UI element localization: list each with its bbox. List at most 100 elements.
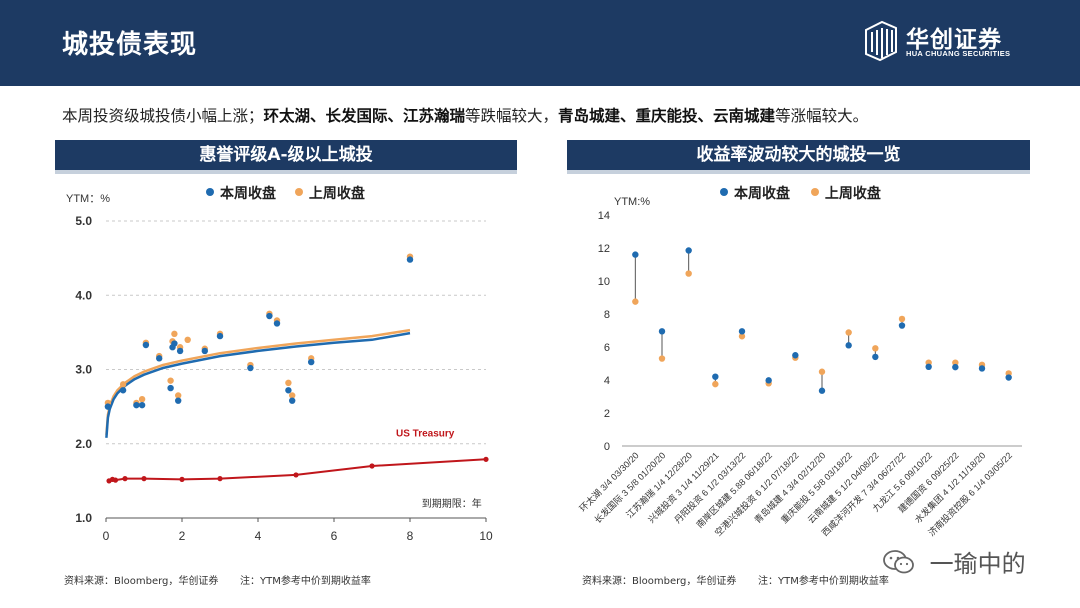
right-note: 注：YTM参考中价到期收益率 xyxy=(758,576,889,587)
data-point-this-week xyxy=(406,256,414,263)
data-point-last-week xyxy=(216,330,224,338)
x-tick-label: 江苏瀚瑞 1/4 12/28/20 xyxy=(624,450,694,520)
title-accent-bar xyxy=(55,170,517,174)
watermark-text: 一瑜中的 xyxy=(929,550,1026,578)
left-y-axis-label: YTM：% xyxy=(66,193,110,205)
y-tick-label: 0 xyxy=(604,441,610,453)
x-tick-label: 2 xyxy=(179,529,186,543)
x-tick-label: 西咸沣河开发 7 3/4 06/27/22 xyxy=(819,450,907,538)
x-axis-label: 到期期限：年 xyxy=(422,497,482,510)
data-point-this-week xyxy=(266,312,273,320)
logo-name: 华创证券 xyxy=(906,27,1002,53)
data-point-this-week xyxy=(925,363,932,370)
data-point-this-week xyxy=(169,344,176,351)
legend-item-last-week: 上周收盘 xyxy=(294,186,365,202)
us-treasury-label: US Treasury xyxy=(396,428,455,439)
logo-cube-icon xyxy=(865,20,897,62)
left-panel-title: 惠誉评级A-级以上城投 xyxy=(55,140,517,174)
data-point-last-week xyxy=(872,345,879,352)
data-point-last-week xyxy=(138,396,146,403)
data-point-last-week xyxy=(925,359,932,366)
data-point-last-week xyxy=(285,379,292,387)
data-point-this-week xyxy=(632,251,639,258)
data-point-last-week xyxy=(685,270,692,277)
data-point-last-week xyxy=(818,368,826,375)
data-point-this-week xyxy=(273,320,281,327)
x-tick-label: 水发集团 4 1/2 11/18/20 xyxy=(912,450,987,525)
y-tick-label: 8 xyxy=(604,309,610,321)
us-treasury-point xyxy=(112,477,119,483)
data-point-last-week xyxy=(289,392,296,399)
summary-part: 本周投资级城投债小幅上涨； xyxy=(62,107,264,125)
data-point-last-week xyxy=(142,339,150,346)
data-point-last-week xyxy=(632,298,639,305)
data-point-last-week xyxy=(184,336,191,343)
x-tick-label: 丹阳投资 6 1/2 03/13/22 xyxy=(672,450,748,526)
legend-dot-this-week xyxy=(206,188,214,196)
right-y-axis-label: YTM:% xyxy=(614,196,651,208)
data-point-this-week xyxy=(289,397,296,404)
data-point-last-week xyxy=(308,355,315,362)
legend-dot-last-week xyxy=(294,188,303,196)
data-point-this-week xyxy=(658,328,666,335)
summary-part-bold: 青岛城建、重庆能投、云南城建 xyxy=(558,107,776,125)
y-tick-label: 4.0 xyxy=(75,288,92,302)
data-point-last-week xyxy=(266,310,273,318)
y-tick-label: 5.0 xyxy=(75,214,92,228)
legend-label: 本周收盘 xyxy=(734,186,790,202)
data-point-this-week xyxy=(308,358,315,366)
data-point-this-week xyxy=(247,364,254,372)
legend-label: 上周收盘 xyxy=(308,186,365,202)
data-point-last-week xyxy=(273,317,281,324)
left-source: 资料来源：Bloomberg，华创证券 xyxy=(64,576,219,587)
us-treasury-point xyxy=(109,476,116,482)
data-point-last-week xyxy=(845,329,852,336)
y-tick-label: 4 xyxy=(604,375,610,387)
data-point-this-week xyxy=(792,352,799,359)
data-point-last-week xyxy=(175,392,182,399)
x-tick-label: 济南投资控股 6 1/4 03/05/22 xyxy=(926,450,1014,538)
legend-label: 本周收盘 xyxy=(220,186,276,202)
data-point-this-week xyxy=(167,384,174,392)
summary-part: 等跌幅较大， xyxy=(465,107,559,125)
right-panel-title: 收益率波动较大的城投一览 xyxy=(567,140,1030,174)
x-tick-label: 九龙江 5.6 09/10/22 xyxy=(870,450,934,514)
y-tick-label: 14 xyxy=(598,210,610,222)
us-treasury-point xyxy=(217,476,223,482)
data-point-this-week xyxy=(201,347,208,355)
y-tick-label: 2 xyxy=(604,408,610,420)
data-point-last-week xyxy=(898,315,906,323)
fit-curve-last-week xyxy=(105,328,411,435)
left-note: 注：YTM参考中价到期收益率 xyxy=(240,576,371,587)
data-point-this-week xyxy=(142,341,150,349)
data-point-this-week xyxy=(1005,374,1012,381)
x-tick-label: 4 xyxy=(255,529,262,543)
x-tick-label: 8 xyxy=(407,529,414,543)
us-treasury-point xyxy=(122,476,128,482)
data-point-last-week xyxy=(201,345,208,352)
data-point-this-week xyxy=(952,363,959,371)
us-treasury-line xyxy=(108,458,487,482)
x-tick-label: 环太湖 3/4 03/30/20 xyxy=(577,450,641,514)
data-point-last-week xyxy=(1005,370,1012,377)
left-panel-title-text: 惠誉评级A-级以上城投 xyxy=(199,145,373,165)
x-tick-label: 兴城投资 3 1/4 11/29/21 xyxy=(646,450,721,525)
legend-item-last-week: 上周收盘 xyxy=(810,186,881,202)
x-tick-label: 10 xyxy=(479,529,493,543)
data-point-last-week xyxy=(712,380,719,388)
logo-subtitle: HUA CHUANG SECURITIES xyxy=(906,49,1011,58)
data-point-this-week xyxy=(685,247,692,254)
data-point-last-week xyxy=(133,399,140,407)
data-point-this-week xyxy=(765,377,772,384)
x-tick-label: 南岸区城建 5.88 06/18/22 xyxy=(694,450,774,530)
us-treasury-point xyxy=(483,456,489,462)
y-tick-label: 6 xyxy=(604,342,610,354)
wechat-icon xyxy=(883,550,914,574)
data-point-last-week xyxy=(104,399,112,407)
data-point-this-week xyxy=(898,322,906,329)
right-legend: 本周收盘 上周收盘 xyxy=(720,183,881,203)
company-logo: 华创证券 HUA CHUANG SECURITIES xyxy=(862,18,1062,66)
x-tick-label: 空港兴城投资 6 1/2 07/18/22 xyxy=(712,450,800,538)
data-point-this-week xyxy=(285,387,292,394)
